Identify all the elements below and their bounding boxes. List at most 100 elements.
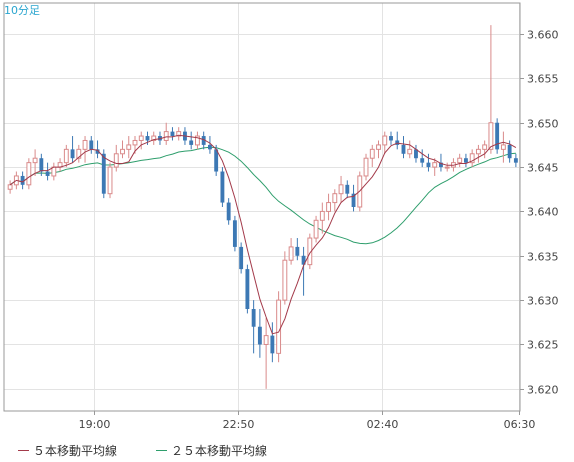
candle-up <box>482 140 488 159</box>
candle-down <box>257 309 262 358</box>
candle-up <box>369 144 375 168</box>
candle-body <box>195 135 200 146</box>
candle-body <box>432 162 438 168</box>
candle-body <box>482 144 488 150</box>
candle-down <box>395 131 400 150</box>
candle-up <box>195 131 200 150</box>
candle-down <box>301 246 306 296</box>
candle-body <box>444 166 450 169</box>
candles <box>7 25 518 389</box>
candle-body <box>332 193 338 204</box>
candle-down <box>89 136 94 154</box>
candle-down <box>251 300 256 354</box>
candle-down <box>207 136 212 154</box>
candle-body <box>126 144 132 150</box>
candle-body <box>507 144 512 159</box>
candle-body <box>138 135 144 141</box>
candle-down <box>95 140 100 159</box>
candle-up <box>326 193 331 221</box>
y-axis: 3.620 3.625 3.630 3.635 3.640 3.645 3.650 3.655… <box>520 29 559 397</box>
candle-up <box>469 149 475 168</box>
candle-body <box>151 135 157 141</box>
ma5-line <box>9 134 517 335</box>
candle-body <box>420 158 425 163</box>
candle-body <box>326 202 331 212</box>
candle-body <box>232 220 237 247</box>
plot-frame <box>3 2 521 412</box>
candle-body <box>7 184 13 190</box>
candle-up <box>313 215 319 243</box>
candle-body <box>288 246 294 261</box>
candle-up <box>63 144 69 168</box>
candle-body <box>345 184 350 194</box>
candle-up <box>263 317 269 389</box>
candle-down <box>439 153 443 172</box>
candle-up <box>120 140 125 159</box>
candle-body <box>113 153 119 168</box>
candle-body <box>282 259 288 301</box>
candle-body <box>26 162 32 186</box>
candle-body <box>176 131 182 137</box>
candle-down <box>351 184 356 212</box>
candle-down <box>232 215 237 252</box>
candle-up <box>444 162 450 172</box>
candle-down <box>270 322 275 363</box>
candle-body <box>95 149 100 154</box>
candle-body <box>70 149 75 159</box>
candle-body <box>63 148 69 164</box>
legend-item-ma5[interactable]: ５本移動平均線 <box>18 442 117 458</box>
legend-item-ma25[interactable]: ２５本移動平均線 <box>156 442 267 458</box>
candle-up <box>176 127 182 141</box>
candle-up <box>338 175 344 203</box>
legend: ５本移動平均線 ２５本移動平均線 <box>0 436 574 462</box>
candle-body <box>414 149 418 159</box>
candle-body <box>270 335 275 354</box>
candle-up <box>475 144 481 163</box>
candle-up <box>457 153 463 168</box>
candle-body <box>220 171 225 203</box>
y-tick-label: 3.645 <box>527 162 559 175</box>
candle-down <box>39 153 44 176</box>
x-tick-label: 22:50 <box>223 418 255 431</box>
candle-body <box>351 193 356 207</box>
candle-body <box>495 122 500 150</box>
candle-down <box>420 149 425 168</box>
candle-up <box>126 136 132 159</box>
candle-up <box>363 153 369 181</box>
candle-body <box>120 148 125 155</box>
candle-up <box>151 131 157 145</box>
candle-body <box>170 131 175 137</box>
legend-swatch-ma5 <box>18 449 29 451</box>
candle-down <box>239 242 244 274</box>
candle-body <box>376 144 381 150</box>
candle-body <box>363 157 369 177</box>
candle-body <box>475 148 481 155</box>
candle-up <box>382 131 388 154</box>
candle-body <box>439 162 443 168</box>
y-tick-label: 3.620 <box>527 384 559 397</box>
candle-down <box>20 171 25 190</box>
candle-up <box>26 158 32 190</box>
ma25-line <box>9 146 516 245</box>
candle-down <box>189 131 194 150</box>
candle-body <box>401 144 406 154</box>
candle-up <box>319 202 325 234</box>
candle-up <box>332 189 338 212</box>
candle-body <box>32 157 38 164</box>
candle-body <box>469 153 475 164</box>
candle-down <box>220 167 225 207</box>
candle-down <box>414 144 418 163</box>
candle-up <box>113 144 119 172</box>
candle-body <box>189 140 194 145</box>
candle-body <box>369 148 375 159</box>
candle-down <box>495 118 500 154</box>
candle-body <box>463 158 468 163</box>
candle-body <box>389 136 393 141</box>
candle-body <box>145 136 150 141</box>
candle-body <box>132 139 138 146</box>
candle-up <box>488 25 494 154</box>
x-tick-label: 19:00 <box>79 418 111 431</box>
candle-down <box>463 153 468 168</box>
legend-label-ma25: ２５本移動平均線 <box>171 443 268 458</box>
candle-down <box>513 153 518 168</box>
